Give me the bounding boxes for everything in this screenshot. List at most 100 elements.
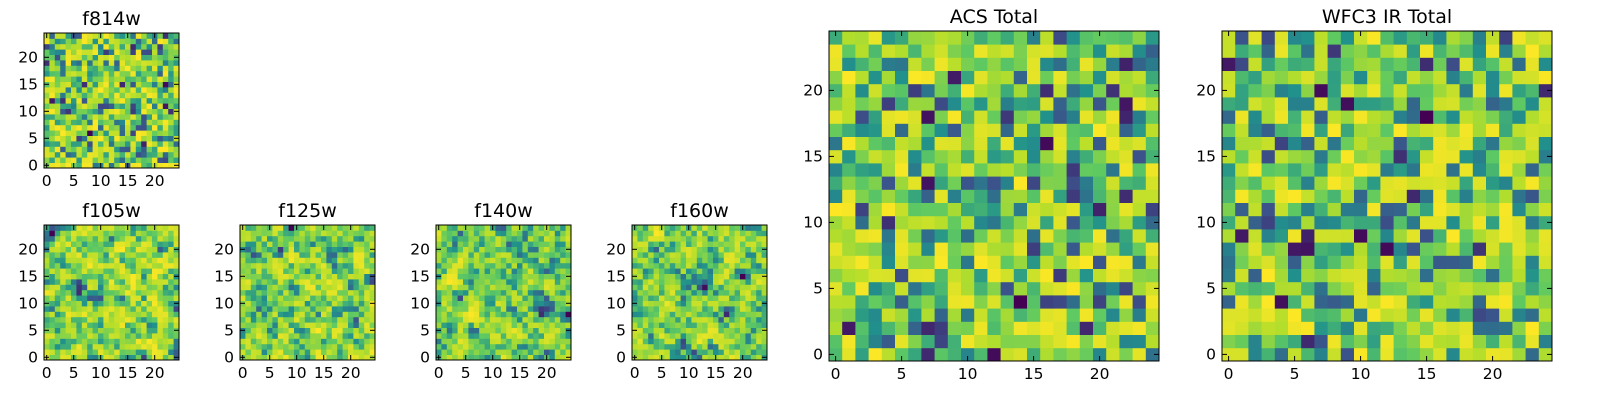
heatmap-cell [326, 343, 333, 350]
heatmap-cell [162, 349, 169, 355]
heatmap-cell [130, 49, 137, 55]
heatmap-cell [961, 281, 975, 296]
heatmap-cell [157, 257, 164, 264]
heatmap-cell [637, 284, 644, 291]
heatmap-cell [1380, 163, 1394, 177]
heatmap-cell [452, 338, 458, 345]
heatmap-cell [348, 327, 354, 334]
heatmap-cell [1472, 295, 1487, 309]
heatmap-cell [277, 289, 284, 296]
heatmap-cell [921, 176, 935, 190]
heatmap-cell [162, 43, 169, 50]
heatmap-cell [125, 230, 131, 237]
heatmap-cell [65, 114, 72, 120]
heatmap-cell [1354, 110, 1368, 124]
heatmap-cell [168, 146, 174, 153]
heatmap-cell [1274, 83, 1289, 98]
heatmap-cell [1301, 347, 1315, 362]
heatmap-cell [283, 262, 289, 269]
heatmap-cell [152, 70, 158, 77]
heatmap-cell [495, 295, 502, 301]
heatmap-cell [114, 246, 120, 253]
heatmap-cell [272, 273, 279, 280]
heatmap-cell [974, 97, 988, 111]
heatmap-cell [87, 119, 93, 126]
heatmap-cell [648, 268, 654, 274]
heatmap-cell [256, 316, 262, 323]
heatmap-cell [168, 354, 174, 361]
heatmap-cell [457, 241, 464, 247]
heatmap-cell [750, 273, 757, 280]
heatmap-cell [1248, 163, 1262, 177]
heatmap-cell [441, 349, 448, 355]
heatmap-cell [1525, 83, 1540, 98]
heatmap-cell [1288, 123, 1302, 137]
heatmap-cell [881, 242, 896, 256]
heatmap-cell [114, 262, 120, 269]
heatmap-cell [484, 349, 491, 355]
heatmap-cell [637, 279, 644, 285]
heatmap-cell [125, 300, 131, 307]
heatmap-cell [369, 235, 376, 242]
heatmap-cell [718, 235, 725, 242]
heatmap-cell [1261, 149, 1276, 164]
heatmap-cell [745, 338, 752, 345]
heatmap-cell [315, 327, 322, 334]
heatmap-cell [168, 295, 174, 301]
heatmap-cell [1132, 268, 1147, 283]
heatmap-cell [1261, 242, 1276, 256]
heatmap-cell [114, 273, 120, 280]
heatmap-cell [1145, 215, 1160, 230]
heatmap-cell [1340, 281, 1355, 296]
heatmap-cell [1145, 229, 1160, 243]
heatmap-cell [108, 124, 115, 131]
heatmap-cell [479, 322, 485, 328]
heatmap-cell [65, 225, 72, 231]
y-tick-label: 20 [1196, 81, 1216, 99]
heatmap-cell [369, 262, 376, 269]
heatmap-cell [1340, 123, 1355, 137]
heatmap-cell [1288, 268, 1302, 283]
heatmap-cell [135, 257, 142, 264]
heatmap-cell [348, 279, 354, 285]
heatmap-cell [348, 268, 354, 274]
heatmap-cell [691, 252, 698, 258]
heatmap-cell [1013, 215, 1028, 230]
heatmap-cell [87, 141, 93, 147]
heatmap-cell [76, 146, 83, 153]
heatmap-cell [1406, 215, 1421, 230]
heatmap-cell [868, 215, 883, 230]
heatmap-cell [98, 81, 104, 88]
heatmap-cell [92, 76, 99, 82]
heatmap-cell [162, 225, 169, 231]
heatmap-cell [353, 225, 360, 231]
heatmap-cell [1525, 281, 1540, 296]
heatmap-cell [702, 306, 708, 312]
heatmap-cell [974, 281, 988, 296]
heatmap-cell [718, 354, 725, 361]
heatmap-cell [1027, 295, 1041, 309]
heatmap-cell [632, 262, 638, 269]
heatmap-cell [868, 123, 883, 137]
heatmap-cell [506, 289, 512, 296]
heatmap-cell [288, 316, 295, 323]
heatmap-cell [653, 338, 660, 345]
heatmap-cell [560, 284, 566, 291]
heatmap-cell [348, 252, 354, 258]
heatmap-cell [168, 130, 174, 136]
heatmap-cell [1053, 281, 1067, 296]
heatmap-cell [304, 252, 311, 258]
heatmap-cell [146, 65, 153, 72]
heatmap-cell [65, 241, 72, 247]
heatmap-cell [1446, 202, 1460, 217]
heatmap-cell [740, 279, 746, 285]
heatmap-cell [1354, 255, 1368, 269]
y-tick-label: 10 [410, 294, 430, 312]
heatmap-cell [457, 257, 464, 264]
heatmap-cell [934, 295, 949, 309]
heatmap-cell [1538, 31, 1553, 45]
heatmap-cell [1013, 176, 1028, 190]
heatmap-cell [452, 306, 458, 312]
heatmap-cell [1145, 347, 1160, 362]
heatmap-cell [1145, 189, 1160, 203]
